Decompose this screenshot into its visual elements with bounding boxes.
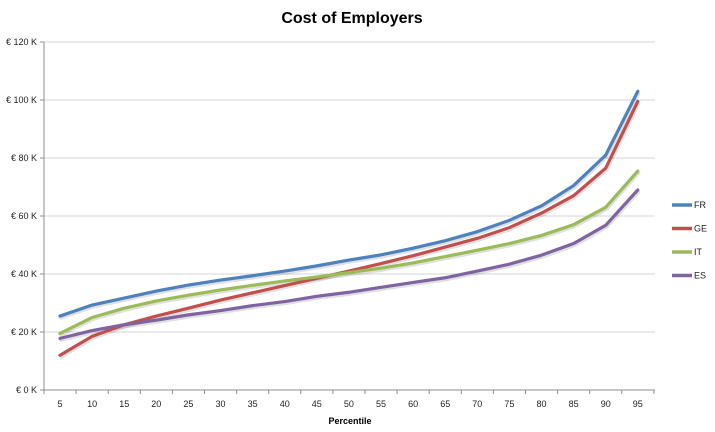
y-tick-label: € 100 K [6, 95, 37, 105]
x-tick-label: 35 [248, 399, 258, 409]
legend-label-fr: FR [694, 200, 706, 210]
series-line-it [58, 169, 640, 336]
x-tick-label: 80 [536, 399, 546, 409]
chart-title: Cost of Employers [281, 10, 422, 27]
series-line-fr [58, 89, 640, 318]
y-tick-label: € 20 K [11, 327, 37, 337]
x-tick-label: 40 [280, 399, 290, 409]
series-line-ge [58, 99, 640, 357]
series-shadow-fr [59, 91, 641, 320]
y-tick-label: € 120 K [6, 37, 37, 47]
series-shadow-es [59, 190, 641, 342]
series-line-es [58, 188, 640, 340]
x-tick-label: 20 [151, 399, 161, 409]
y-tick-label: € 60 K [11, 211, 37, 221]
x-tick-label: 15 [119, 399, 129, 409]
legend-label-it: IT [694, 247, 703, 257]
x-tick-label: 70 [472, 399, 482, 409]
y-axis-ticks: € 0 K € 20 K € 40 K € 60 K € 80 K € 100 K € 12… [6, 37, 44, 395]
x-tick-label: 5 [57, 399, 62, 409]
y-tick-label: € 80 K [11, 153, 37, 163]
x-axis-label: Percentile [328, 416, 371, 426]
x-tick-label: 45 [312, 399, 322, 409]
x-tick-label: 55 [376, 399, 386, 409]
x-tick-label: 85 [569, 399, 579, 409]
x-tick-label: 25 [183, 399, 193, 409]
x-tick-label: 95 [633, 399, 643, 409]
x-tick-label: 60 [408, 399, 418, 409]
x-tick-label: 50 [344, 399, 354, 409]
x-tick-label: 65 [440, 399, 450, 409]
legend: FR GE IT ES [672, 200, 707, 281]
x-tick-label: 30 [215, 399, 225, 409]
y-tick-label: € 40 K [11, 269, 37, 279]
series-shadow-it [59, 171, 641, 338]
gridlines [44, 41, 655, 333]
x-axis-ticks: 5 10 15 20 25 30 35 40 45 50 55 60 65 70 75 80 85 90 95 [43, 390, 655, 409]
x-tick-label: 90 [601, 399, 611, 409]
legend-label-ge: GE [694, 224, 707, 234]
series-lines [58, 89, 641, 359]
y-tick-label: € 0 K [16, 385, 37, 395]
legend-label-es: ES [694, 271, 706, 281]
x-tick-label: 75 [504, 399, 514, 409]
x-tick-label: 10 [87, 399, 97, 409]
